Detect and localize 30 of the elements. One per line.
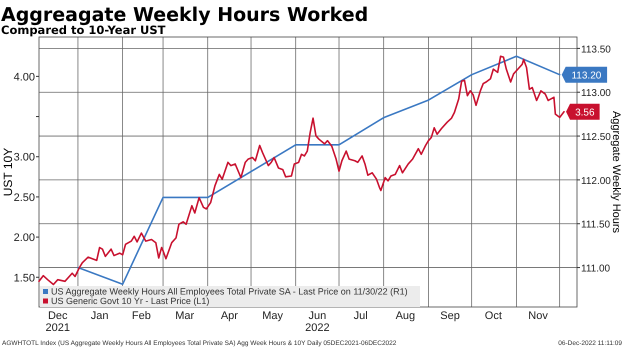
legend-label: US Aggregate Weekly Hours All Employees Total Private SA - Last Price on 11/30/22 (R1) bbox=[51, 286, 408, 296]
data-label: 3.56 bbox=[575, 108, 595, 119]
y2-axis-title: Aggregate Weekly Hours bbox=[610, 110, 622, 234]
x-tick-label: Feb bbox=[132, 310, 151, 322]
x-tick-label: Jul bbox=[354, 310, 368, 322]
x-tick-label: Mar bbox=[175, 310, 194, 322]
y-tick-label: 3.00 bbox=[14, 152, 35, 164]
x-tick-label: Apr bbox=[220, 310, 238, 322]
y2-tick-label: 111.00 bbox=[581, 264, 611, 275]
y-tick-label: 1.50 bbox=[14, 272, 35, 284]
x-tick-label: Jan bbox=[90, 310, 108, 322]
y2-tick-label: 112.50 bbox=[581, 132, 612, 144]
y2-tick-label: 113.50 bbox=[581, 44, 612, 56]
y-tick-label: 4.00 bbox=[14, 71, 35, 84]
x-tick-label: Aug bbox=[396, 310, 416, 322]
y2-tick-label: 112.00 bbox=[581, 176, 612, 187]
x-tick-label: Dec 2021 bbox=[46, 310, 70, 334]
x-tick-label: May bbox=[262, 310, 284, 322]
y-tick-label: 2.00 bbox=[14, 232, 35, 244]
y2-tick-label: 111.50 bbox=[581, 220, 611, 231]
y2-tick-label: 113.00 bbox=[581, 88, 612, 100]
x-tick-label: Oct bbox=[484, 310, 502, 322]
y-tick-label: 2.50 bbox=[14, 192, 35, 204]
data-label: 113.20 bbox=[571, 70, 602, 82]
chart-title: Aggreagate Weekly Hours Worked bbox=[1, 4, 368, 26]
x-tick-label: Jun 2022 bbox=[305, 310, 330, 334]
legend-label: US Generic Govt 10 Yr - Last Price (L1) bbox=[51, 296, 210, 306]
x-tick-label: Sep bbox=[440, 310, 460, 322]
x-tick-label: Nov bbox=[528, 310, 548, 322]
y-axis-title: UST 10Y bbox=[1, 148, 15, 196]
